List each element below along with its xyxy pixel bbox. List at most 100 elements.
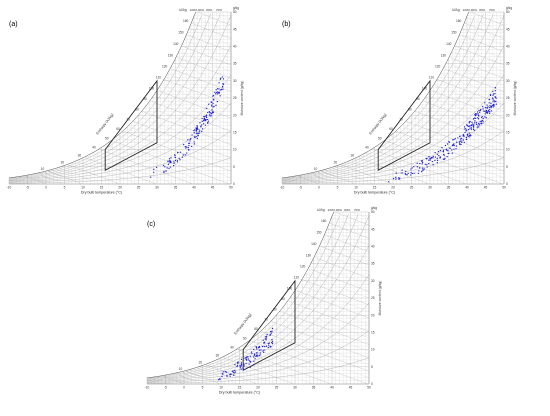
x-tick-label: 35: [312, 386, 316, 390]
scatter-point: [240, 358, 243, 361]
scatter-point: [437, 150, 440, 153]
moisture-unit: g/kg: [233, 6, 239, 10]
scatter-point: [426, 164, 428, 166]
scatter-point: [478, 109, 480, 112]
y-tick-label: 45: [371, 227, 375, 231]
scatter-point: [184, 145, 186, 148]
scatter-point: [271, 330, 273, 332]
x-tick-label: 30: [293, 386, 297, 390]
scatter-point: [240, 364, 243, 366]
scatter-point: [456, 141, 458, 143]
scatter-point: [482, 108, 484, 110]
scatter-point: [488, 112, 491, 115]
enthalpy-tick-label: 120: [162, 65, 168, 69]
scatter-point: [485, 110, 488, 112]
scatter-point: [271, 342, 274, 345]
scatter-point: [215, 89, 217, 91]
scatter-point: [209, 111, 211, 114]
x-tick-label: 50: [367, 386, 371, 390]
rh-label: 70%: [354, 208, 360, 212]
scatter-point: [168, 167, 170, 170]
x-tick-label: 10: [81, 186, 85, 190]
scatter-point: [216, 88, 219, 90]
scatter-point: [208, 114, 211, 116]
x-tick-label: 45: [484, 186, 488, 190]
scatter-point: [179, 151, 182, 153]
enthalpy-tick-label: 40: [92, 145, 96, 149]
scatter-point: [162, 164, 165, 167]
rh-label: 80%: [479, 8, 485, 12]
scatter-point: [422, 169, 425, 171]
scatter-point: [472, 118, 475, 120]
scatter-point: [197, 132, 199, 135]
y-tick-label: 15: [506, 131, 510, 135]
enthalpy-tick-label: 160: [321, 219, 327, 223]
scatter-point: [236, 361, 239, 364]
scatter-point: [243, 365, 245, 367]
scatter-point: [478, 126, 480, 128]
scatter-point: [459, 135, 461, 137]
scatter-point: [255, 355, 257, 358]
scatter-point: [464, 128, 466, 130]
scatter-point: [173, 164, 175, 167]
scatter-point: [270, 332, 272, 334]
scatter-point: [249, 360, 251, 363]
scatter-point: [169, 166, 172, 168]
scatter-point: [490, 110, 493, 112]
scatter-point: [469, 134, 472, 136]
enthalpy-tick-label: 30: [216, 353, 220, 357]
rh-label: 90%: [198, 8, 204, 12]
scatter-point: [446, 143, 449, 145]
scatter-point: [477, 117, 479, 119]
enthalpy-tick-label: 90: [416, 97, 420, 101]
scatter-point: [253, 348, 255, 350]
scatter-point: [421, 169, 424, 171]
scatter-point: [258, 355, 260, 357]
scatter-point: [206, 118, 209, 121]
enthalpy-tick-label: 20: [334, 161, 338, 165]
scatter-point: [170, 157, 172, 159]
scatter-point: [210, 115, 212, 117]
scatter-point: [199, 122, 201, 124]
scatter-point: [222, 78, 225, 80]
scatter-point: [265, 339, 267, 341]
scatter-point: [466, 129, 468, 131]
scatter-point: [211, 112, 213, 114]
x-tick-label: 20: [391, 186, 395, 190]
y-tick-label: 45: [233, 27, 237, 31]
scatter-point: [459, 143, 461, 146]
moisture-unit: g/kg: [371, 206, 377, 210]
rh-label: 80%: [206, 8, 212, 12]
y-axis-title: Moisture content (g/kg): [240, 81, 244, 116]
scatter-point: [254, 358, 256, 360]
scatter-point: [494, 92, 496, 95]
scatter-point: [265, 337, 268, 339]
scatter-point: [189, 138, 191, 141]
scatter-point: [243, 363, 245, 365]
scatter-point: [453, 144, 455, 147]
scatter-point: [489, 104, 491, 107]
scatter-point: [480, 121, 482, 123]
moisture-unit: g/kg: [506, 6, 512, 10]
scatter-point: [484, 116, 486, 118]
scatter-point: [464, 131, 466, 134]
scatter-point: [218, 82, 220, 84]
scatter-point: [439, 149, 442, 152]
y-tick-label: 15: [371, 331, 375, 335]
scatter-point: [405, 170, 407, 173]
scatter-point: [434, 151, 436, 154]
y-tick-label: 10: [233, 148, 237, 152]
enthalpy-tick-label: 50: [378, 137, 382, 141]
rh-label: 70%: [216, 8, 222, 12]
scatter-point: [474, 129, 476, 132]
scatter-point: [473, 124, 475, 126]
scatter-point: [200, 126, 202, 128]
scatter-point: [472, 123, 474, 125]
scatter-point: [472, 127, 475, 129]
scatter-point: [218, 92, 220, 94]
scatter-point: [475, 123, 478, 125]
enthalpy-tick-label: 150: [178, 31, 184, 35]
scatter-point: [153, 171, 155, 173]
scatter-point: [265, 345, 268, 347]
x-tick-label: 5: [337, 186, 339, 190]
